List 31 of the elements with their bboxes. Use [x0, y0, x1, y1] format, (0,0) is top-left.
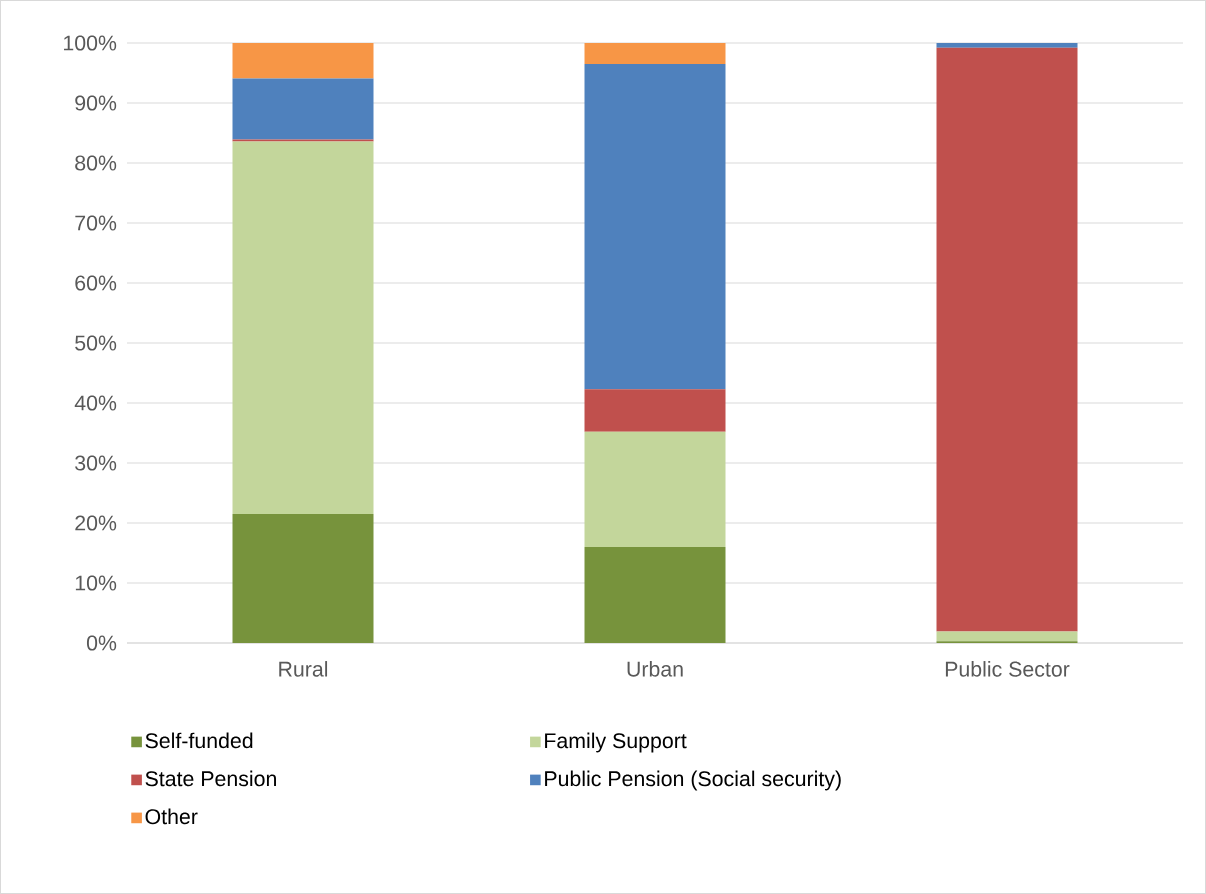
bar: [584, 431, 726, 547]
y-tick-label: 20%: [75, 515, 117, 531]
bar: [584, 64, 726, 390]
legend-label: Other: [145, 808, 198, 825]
y-tick-label: 60%: [75, 275, 117, 291]
y-tick-label: 100%: [64, 35, 117, 51]
x-tick-label: Public Sector: [945, 661, 1070, 677]
bar: [936, 43, 1078, 48]
legend-label: State Pension: [145, 770, 276, 787]
bar: [936, 47, 1078, 632]
bar: [232, 141, 374, 514]
bar: [584, 43, 726, 64]
y-tick-label: 0%: [86, 635, 117, 651]
y-tick-label: 30%: [75, 455, 117, 471]
bar: [584, 389, 726, 432]
bar: [936, 631, 1078, 642]
y-tick-label: 80%: [75, 155, 117, 171]
x-tick-label: Urban: [627, 661, 683, 677]
legend-label: Self-funded: [145, 732, 253, 749]
x-tick-label: Rural: [279, 661, 328, 677]
bar: [232, 43, 374, 79]
y-tick-label: 90%: [75, 95, 117, 111]
bar: [584, 547, 726, 643]
legend-label: Family Support: [545, 732, 687, 753]
bar: [232, 78, 374, 140]
y-tick-label: 40%: [74, 395, 117, 411]
y-tick-label: 50%: [75, 335, 117, 351]
bar: [232, 514, 374, 643]
y-tick-label: 70%: [75, 215, 117, 231]
legend-label: Public Pension (Social security): [545, 770, 841, 791]
y-tick-label: 10%: [75, 575, 117, 591]
